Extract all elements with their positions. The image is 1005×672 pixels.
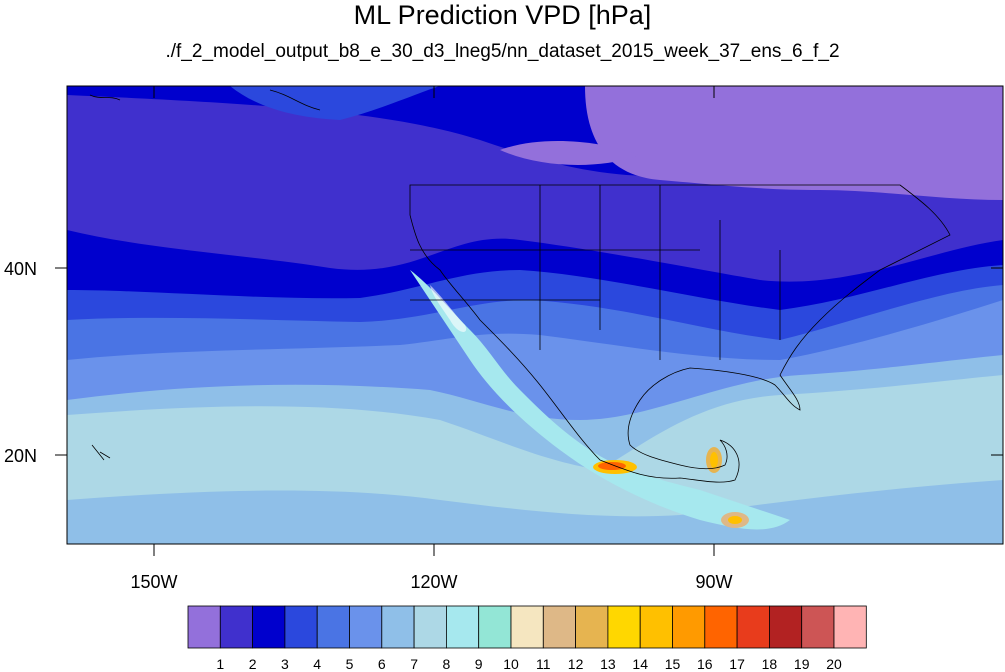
north-america-outline	[409, 184, 951, 483]
colorbar-swatch	[704, 605, 738, 649]
colorbar-swatch	[510, 605, 544, 649]
map-frame	[66, 85, 1004, 545]
colorbar-label: 14	[632, 656, 648, 672]
colorbar-swatch	[607, 605, 641, 649]
colorbar-swatch	[769, 605, 803, 649]
lon-label-90w: 90W	[695, 572, 732, 592]
colorbar-label: 3	[281, 656, 289, 672]
alaska-coast	[89, 89, 321, 111]
vpd-hotspot-yucatan-core	[710, 452, 718, 468]
colorbar-label: 2	[249, 656, 257, 672]
colorbar-label: 10	[503, 656, 519, 672]
colorbar-swatch	[672, 605, 706, 649]
colorbar-swatch	[413, 605, 447, 649]
colorbar-swatch	[478, 605, 512, 649]
hawaii-coast	[91, 444, 111, 461]
colorbar-swatch	[187, 605, 221, 649]
colorbar-label: 17	[729, 656, 745, 672]
state-borders	[410, 185, 781, 360]
vpd-band-4-north	[67, 86, 440, 120]
colorbar: 1 2 3 4 5 6 7 8 9 10 11 12 13 14 15 16 17 18 19 20	[187, 605, 867, 672]
vpd-field	[67, 86, 1003, 544]
colorbar-label: 12	[568, 656, 584, 672]
map-subtitle: ./f_2_model_output_b8_e_30_d3_lneg5/nn_d…	[165, 41, 840, 62]
colorbar-swatch	[801, 605, 835, 649]
vpd-hotspot-central-am-core	[728, 516, 742, 524]
lon-label-120w: 120W	[410, 572, 457, 592]
axis-ticks	[55, 86, 1003, 556]
lat-label-40n: 40N	[4, 259, 37, 279]
colorbar-label: 16	[697, 656, 713, 672]
colorbar-swatch	[542, 605, 576, 649]
lon-label-150w: 150W	[130, 572, 177, 592]
colorbar-swatch	[252, 605, 286, 649]
colorbar-swatch	[219, 605, 254, 649]
colorbar-label: 20	[826, 656, 842, 672]
lat-label-20n: 20N	[4, 446, 37, 466]
map-title: ML Prediction VPD [hPa]	[353, 0, 652, 30]
colorbar-label: 5	[346, 656, 354, 672]
vpd-band-1-blob	[500, 140, 640, 166]
colorbar-swatch	[316, 605, 350, 649]
colorbar-label: 19	[794, 656, 810, 672]
vpd-hotspot-core	[598, 462, 626, 470]
coastlines	[89, 89, 951, 483]
colorbar-swatch	[833, 605, 867, 649]
colorbar-swatch	[284, 605, 318, 649]
colorbar-label: 8	[443, 656, 451, 672]
colorbar-swatch	[736, 605, 770, 649]
colorbar-label: 4	[313, 656, 321, 672]
vpd-band-10-ca	[430, 285, 467, 332]
colorbar-label: 6	[378, 656, 386, 672]
colorbar-label: 18	[762, 656, 778, 672]
colorbar-swatch	[575, 605, 609, 649]
colorbar-label: 15	[665, 656, 681, 672]
colorbar-label: 7	[410, 656, 418, 672]
colorbar-swatch	[349, 605, 383, 649]
colorbar-label: 9	[475, 656, 483, 672]
colorbar-swatch	[445, 605, 480, 649]
colorbar-label: 13	[600, 656, 616, 672]
colorbar-swatch	[639, 605, 673, 649]
colorbar-label: 11	[536, 656, 551, 672]
vpd-band-1-canada	[585, 86, 1003, 200]
colorbar-label: 1	[216, 656, 224, 672]
colorbar-swatch	[381, 605, 415, 649]
